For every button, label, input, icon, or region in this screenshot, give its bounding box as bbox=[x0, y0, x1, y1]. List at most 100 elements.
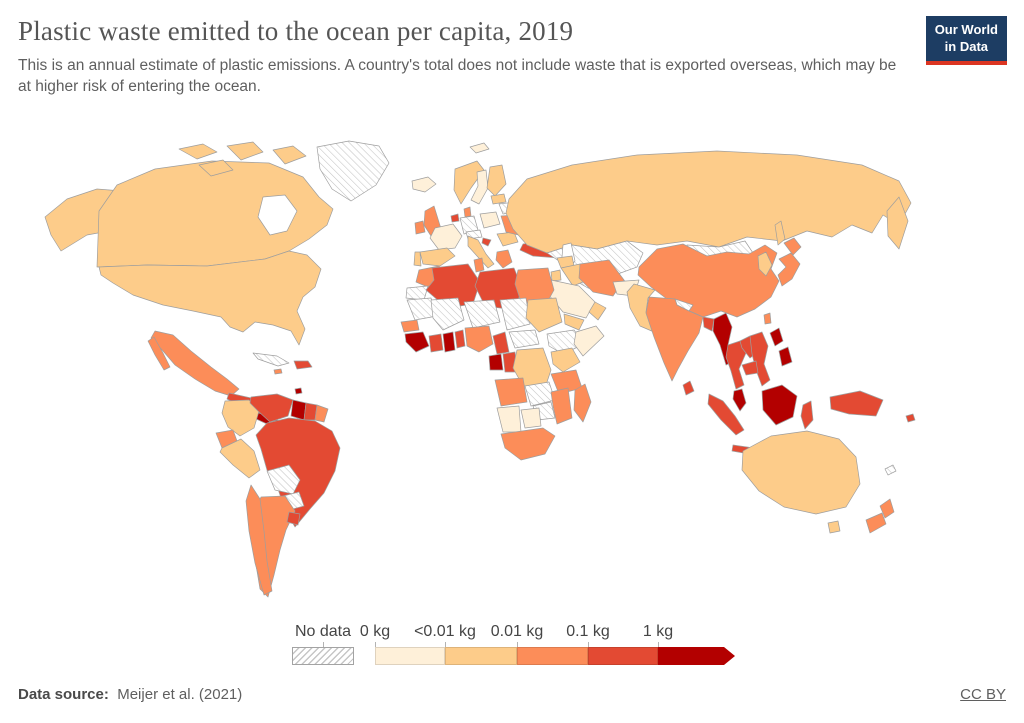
country-taiwan[interactable] bbox=[763, 312, 772, 325]
country-netherlands-belgium[interactable] bbox=[450, 213, 460, 223]
country-bangladesh[interactable] bbox=[702, 316, 715, 332]
country-cameroon[interactable] bbox=[492, 331, 510, 355]
country-new-zealand[interactable] bbox=[879, 498, 895, 519]
country-ghana[interactable] bbox=[442, 331, 456, 353]
country-kenya-uganda[interactable] bbox=[550, 347, 581, 373]
country-indonesia-sumatra[interactable] bbox=[707, 393, 745, 436]
country-chile[interactable] bbox=[245, 484, 273, 596]
country-sudan[interactable] bbox=[525, 297, 563, 333]
country-canada[interactable] bbox=[96, 160, 334, 268]
country-borneo[interactable] bbox=[761, 384, 798, 426]
country-senegal[interactable] bbox=[400, 319, 420, 333]
country-south-africa[interactable] bbox=[500, 427, 556, 461]
country-yemen[interactable] bbox=[563, 313, 585, 331]
legend-color-segment[interactable] bbox=[588, 647, 658, 665]
country-italy[interactable] bbox=[467, 235, 495, 269]
country-cuba[interactable] bbox=[252, 352, 290, 367]
country-togo-benin[interactable] bbox=[454, 329, 466, 349]
country-fiji[interactable] bbox=[905, 413, 916, 423]
country-greece[interactable] bbox=[495, 249, 513, 269]
country-portugal[interactable] bbox=[413, 251, 422, 267]
country-mozambique[interactable] bbox=[550, 387, 573, 425]
country-russia-sakhalin[interactable] bbox=[774, 220, 786, 246]
country-ireland[interactable] bbox=[414, 220, 426, 235]
country-venezuela[interactable] bbox=[249, 393, 294, 423]
country-russia-kamchatka[interactable] bbox=[886, 196, 909, 250]
country-norway[interactable] bbox=[453, 160, 485, 205]
country-arctic-islands[interactable] bbox=[178, 143, 218, 160]
legend-color-segment[interactable] bbox=[517, 647, 588, 665]
country-bolivia[interactable] bbox=[266, 464, 301, 495]
country-nigeria[interactable] bbox=[464, 325, 494, 353]
country-indonesia-sulawesi[interactable] bbox=[800, 400, 814, 430]
country-finland[interactable] bbox=[486, 164, 507, 197]
country-guyana[interactable] bbox=[290, 399, 307, 421]
country-cambodia[interactable] bbox=[741, 360, 759, 376]
chart-footer: Data source: Meijer et al. (2021) CC BY bbox=[18, 686, 1006, 703]
country-russia[interactable] bbox=[505, 150, 912, 254]
country-somalia[interactable] bbox=[573, 325, 605, 357]
legend-color-segment[interactable] bbox=[445, 647, 517, 665]
country-gabon[interactable] bbox=[488, 353, 504, 371]
country-sweden[interactable] bbox=[470, 169, 489, 205]
country-france[interactable] bbox=[429, 223, 463, 251]
country-korea[interactable] bbox=[757, 251, 773, 277]
country-guinea-sierra-leone[interactable] bbox=[404, 331, 430, 353]
country-french-guiana[interactable] bbox=[314, 404, 329, 423]
country-jordan-israel[interactable] bbox=[550, 269, 562, 282]
country-arctic-islands[interactable] bbox=[226, 141, 264, 161]
country-mali[interactable] bbox=[430, 297, 465, 331]
choropleth-svg bbox=[44, 140, 916, 598]
country-western-sahara[interactable] bbox=[405, 285, 429, 301]
country-spain[interactable] bbox=[419, 247, 456, 267]
country-iran[interactable] bbox=[578, 259, 625, 297]
country-arctic-islands[interactable] bbox=[198, 159, 234, 177]
country-central-african-republic[interactable] bbox=[508, 329, 540, 349]
legend-no-data-swatch[interactable] bbox=[292, 647, 354, 665]
country-sri-lanka[interactable] bbox=[682, 380, 695, 396]
country-chad[interactable] bbox=[499, 297, 531, 331]
country-denmark[interactable] bbox=[463, 206, 472, 218]
country-poland[interactable] bbox=[479, 211, 501, 229]
country-usa[interactable] bbox=[98, 250, 322, 346]
country-mexico-baja[interactable] bbox=[147, 336, 171, 371]
country-ethiopia[interactable] bbox=[546, 329, 585, 355]
country-niger[interactable] bbox=[463, 299, 501, 329]
country-malaysia[interactable] bbox=[732, 388, 747, 412]
owid-logo[interactable]: Our World in Data bbox=[925, 16, 1007, 65]
country-vietnam[interactable] bbox=[749, 331, 771, 387]
country-new-zealand[interactable] bbox=[865, 512, 887, 534]
country-new-guinea[interactable] bbox=[829, 390, 884, 417]
country-arctic-islands[interactable] bbox=[272, 145, 307, 165]
country-madagascar[interactable] bbox=[573, 383, 592, 423]
legend-no-data-label: No data bbox=[294, 623, 352, 640]
legend-color-segment-arrow[interactable] bbox=[658, 647, 735, 665]
country-philippines[interactable] bbox=[778, 346, 793, 367]
legend-color-segment[interactable] bbox=[375, 647, 445, 665]
country-australia[interactable] bbox=[741, 430, 861, 515]
country-brazil[interactable] bbox=[255, 417, 341, 528]
country-trinidad[interactable] bbox=[294, 387, 303, 395]
country-iceland[interactable] bbox=[411, 176, 437, 193]
country-botswana[interactable] bbox=[520, 407, 542, 429]
country-new-caledonia[interactable] bbox=[884, 464, 897, 476]
country-philippines[interactable] bbox=[769, 327, 784, 347]
country-uruguay[interactable] bbox=[286, 511, 301, 526]
country-cote-divoire[interactable] bbox=[428, 333, 444, 353]
country-india[interactable] bbox=[645, 296, 704, 382]
country-greenland[interactable] bbox=[316, 140, 390, 202]
country-namibia[interactable] bbox=[496, 405, 522, 433]
country-hispaniola[interactable] bbox=[293, 360, 313, 370]
country-croatia[interactable] bbox=[481, 237, 492, 247]
country-japan[interactable] bbox=[777, 252, 801, 287]
country-angola[interactable] bbox=[494, 377, 528, 407]
country-tasmania[interactable] bbox=[827, 520, 841, 534]
country-peru[interactable] bbox=[219, 438, 261, 479]
country-jamaica[interactable] bbox=[273, 368, 283, 375]
license-link[interactable]: CC BY bbox=[960, 686, 1006, 703]
country-oman[interactable] bbox=[588, 301, 607, 321]
country-tunisia[interactable] bbox=[473, 257, 485, 273]
country-japan[interactable] bbox=[783, 237, 802, 256]
country-baltic-states[interactable] bbox=[490, 193, 507, 205]
country-svalbard[interactable] bbox=[469, 142, 490, 154]
